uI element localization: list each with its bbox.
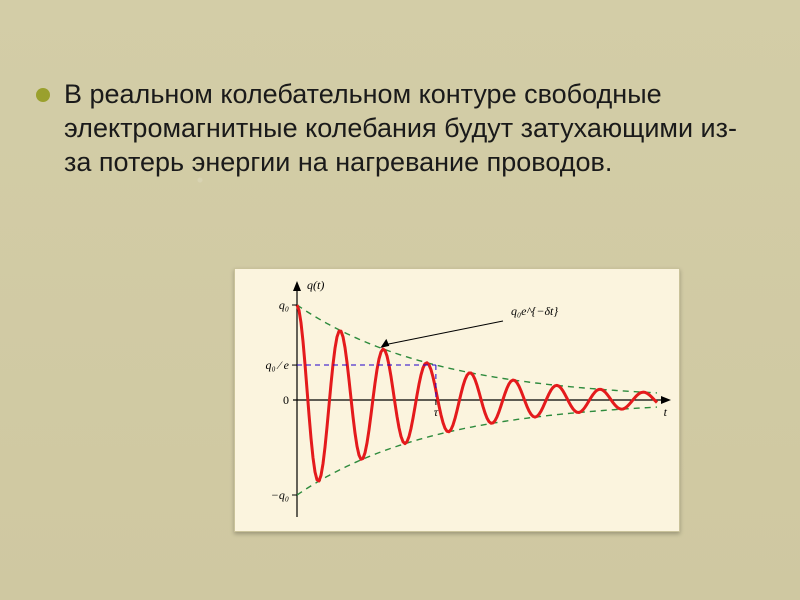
label-y-axis: q(t) [307, 278, 324, 292]
oscillation-curve [297, 305, 657, 481]
envelope-upper [297, 305, 657, 393]
label-tau: τ [434, 405, 439, 419]
annotation-arrow [384, 321, 503, 345]
label-q0_top: q₀ [279, 298, 289, 312]
label-q0_over_e: q₀ ⁄ e [265, 358, 289, 372]
y-axis-arrow [293, 281, 301, 291]
bullet-dot [36, 88, 50, 102]
label-envelope-formula: q₀e^{−δt} [511, 304, 558, 318]
label-q0_bottom: −q₀ [271, 488, 289, 502]
envelope-lower [297, 407, 657, 495]
label-x-axis: t [664, 405, 668, 419]
bullet-text: В реальном колебательном контуре свободн… [64, 78, 744, 179]
label-zero: 0 [283, 393, 289, 407]
x-axis-arrow [661, 396, 671, 404]
damped-oscillation-chart: q(t) t q₀ −q₀ q₀ ⁄ e 0 τ q₀e^{−δt} [234, 268, 680, 532]
